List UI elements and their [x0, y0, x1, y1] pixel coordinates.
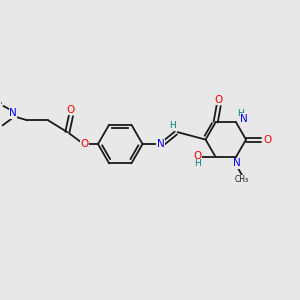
- Text: O: O: [67, 105, 75, 115]
- Text: H: H: [237, 109, 244, 118]
- Text: H: H: [194, 159, 201, 168]
- Text: N: N: [240, 113, 248, 124]
- Text: O: O: [80, 139, 89, 149]
- Text: O: O: [263, 135, 272, 145]
- Text: O: O: [214, 95, 223, 105]
- Text: CH₃: CH₃: [235, 175, 249, 184]
- Text: H: H: [169, 121, 176, 130]
- Text: N: N: [9, 108, 17, 118]
- Text: O: O: [194, 151, 202, 160]
- Text: N: N: [157, 139, 164, 149]
- Text: N: N: [233, 158, 241, 168]
